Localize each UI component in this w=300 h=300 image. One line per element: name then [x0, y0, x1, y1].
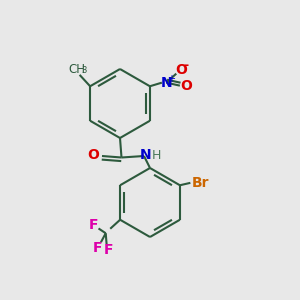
- Text: N: N: [140, 148, 151, 162]
- Text: O: O: [175, 63, 187, 77]
- Text: F: F: [93, 241, 102, 255]
- Text: N: N: [160, 76, 172, 90]
- Text: F: F: [103, 243, 113, 257]
- Text: CH: CH: [68, 63, 85, 76]
- Text: Br: Br: [192, 176, 210, 190]
- Text: O: O: [180, 79, 192, 93]
- Text: -: -: [183, 59, 188, 72]
- Text: +: +: [167, 74, 175, 84]
- Text: 3: 3: [81, 66, 87, 75]
- Text: F: F: [88, 218, 98, 232]
- Text: H: H: [152, 148, 161, 162]
- Text: O: O: [88, 148, 100, 162]
